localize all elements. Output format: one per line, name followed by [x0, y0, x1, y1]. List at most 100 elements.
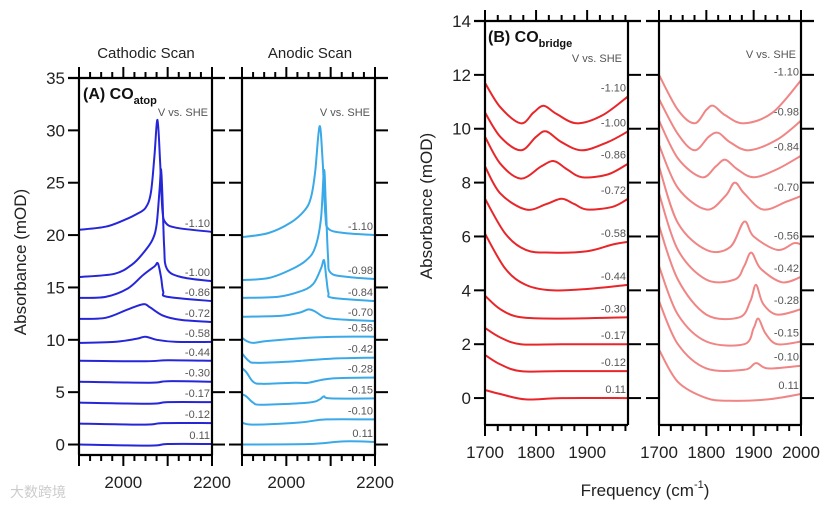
potential-label: -0.42 [348, 344, 373, 356]
spectrum-curve [484, 136, 629, 180]
spectrum-curve [484, 354, 628, 373]
spectrum-curve [484, 82, 629, 125]
x-axis-title-b-close: ) [704, 481, 710, 500]
cathodic-scan-title: Cathodic Scan [97, 45, 195, 62]
spectrum-curve [484, 112, 629, 152]
x-tick-label: 1900 [568, 443, 606, 462]
panel-a-label-main: (A) CO [83, 86, 134, 103]
spectrum-curve [78, 303, 213, 323]
anodic-scan-title: Anodic Scan [268, 45, 352, 62]
potential-label: -0.12 [601, 357, 626, 369]
potential-label: -0.12 [185, 409, 210, 421]
potential-label: -1.10 [774, 66, 799, 78]
spectrum-curve [658, 120, 802, 179]
potential-label: -0.17 [601, 330, 626, 342]
y-tick-label: 4 [462, 281, 471, 300]
potential-label: -0.84 [348, 287, 373, 299]
potential-label: -0.56 [348, 323, 373, 335]
spectrum-curve [658, 144, 802, 211]
y-axis-title-a: Absorbance (mOD) [11, 189, 30, 335]
potential-label: -0.30 [601, 303, 626, 315]
potential-label: -0.70 [774, 182, 799, 194]
spectrum-curve [78, 401, 213, 405]
potential-label: -0.10 [348, 405, 373, 417]
text-layer: Cathodic Scan Anodic Scan (A) COatop (B)… [10, 29, 796, 501]
panel-b-label-main: (B) CO [488, 29, 539, 46]
y-tick-label: 20 [46, 226, 65, 245]
spectrum-curve [241, 258, 376, 303]
potential-label: -0.28 [348, 364, 373, 376]
spectrum-curve [78, 168, 213, 283]
subplot-axes-2: 1700 1800 1900 0 2 4 6 8 10 12 14 [452, 10, 641, 462]
spectrum-curve [484, 327, 628, 346]
spectrum-curve [78, 421, 213, 426]
subplot-axes-0: 2000 2200 0 5 10 15 20 25 30 35 [46, 67, 231, 492]
x-tick-label: 2000 [782, 443, 820, 462]
potential-label: -0.15 [774, 328, 799, 340]
potential-label: -0.70 [348, 307, 373, 319]
spectrum-curve [78, 118, 213, 233]
y-tick-label: 8 [462, 174, 471, 193]
x-tick-label: 1700 [466, 443, 504, 462]
x-tick-label: 2200 [356, 473, 394, 492]
x-tick-label: 2000 [267, 473, 305, 492]
y-tick-label: 25 [46, 174, 65, 193]
spectrum-curve [484, 294, 629, 320]
potential-label: -0.44 [601, 271, 626, 283]
spectrum-curve [658, 98, 802, 152]
potential-label: -0.56 [774, 231, 799, 243]
spectrum-curve [241, 335, 376, 344]
potential-label: -0.15 [348, 384, 373, 396]
x-axis-title-b: Frequency (cm-1) [581, 479, 710, 500]
y-tick-label: 5 [56, 383, 65, 402]
watermark: 大数跨境 [10, 485, 66, 501]
potential-label: -0.84 [774, 142, 799, 154]
potential-label: -1.10 [348, 221, 373, 233]
spectrum-curve [78, 380, 213, 384]
y-tick-label: 30 [46, 121, 65, 140]
potential-label: -1.10 [185, 218, 210, 230]
potential-label: -0.44 [185, 347, 210, 359]
potential-label: -0.98 [348, 265, 373, 277]
x-tick-label: 2000 [104, 473, 142, 492]
y-tick-label: 14 [452, 12, 471, 31]
potential-label: -0.10 [774, 352, 799, 364]
spectrum-curve [658, 193, 802, 284]
potential-label: -1.10 [601, 82, 626, 94]
y-tick-label: 10 [452, 120, 471, 139]
panel-b-label: (B) CObridge [488, 29, 572, 50]
potential-label: -0.72 [601, 185, 626, 197]
x-tick-label: 2200 [193, 473, 231, 492]
y-tick-label: 0 [56, 436, 65, 455]
y-tick-label: 0 [462, 389, 471, 408]
spectrum-curve [658, 74, 802, 125]
potential-label: 0.11 [605, 384, 626, 396]
y-tick-label: 2 [462, 335, 471, 354]
spectrum-curve [78, 261, 213, 303]
potential-label: -0.28 [774, 295, 799, 307]
potential-label: -0.58 [601, 228, 626, 240]
x-tick-label: 1700 [640, 443, 678, 462]
spectrum-curve [241, 308, 376, 322]
spectrum-curve [241, 169, 376, 282]
y-axis-title-b: Absorbance (mOD) [417, 133, 436, 279]
potential-label: -0.86 [185, 287, 210, 299]
panel-a-label: (A) COatop [83, 86, 157, 107]
potential-label: -0.42 [774, 263, 799, 275]
y-tick-label: 12 [452, 66, 471, 85]
potential-label: 0.11 [189, 430, 210, 442]
x-tick-label: 1800 [687, 443, 725, 462]
spectrum-curve [658, 349, 802, 402]
spectrum-curve [658, 265, 802, 347]
y-tick-label: 35 [46, 69, 65, 88]
spectrum-curve [241, 125, 376, 239]
potential-label: -1.00 [601, 117, 626, 129]
unit-note-cathodic: V vs. SHE [158, 107, 208, 119]
x-axis-title-b-sup: -1 [694, 479, 704, 491]
x-tick-label: 1800 [517, 443, 555, 462]
spectrum-curve [241, 440, 376, 446]
spectrum-curve [78, 335, 213, 344]
potential-label: -0.86 [601, 150, 626, 162]
